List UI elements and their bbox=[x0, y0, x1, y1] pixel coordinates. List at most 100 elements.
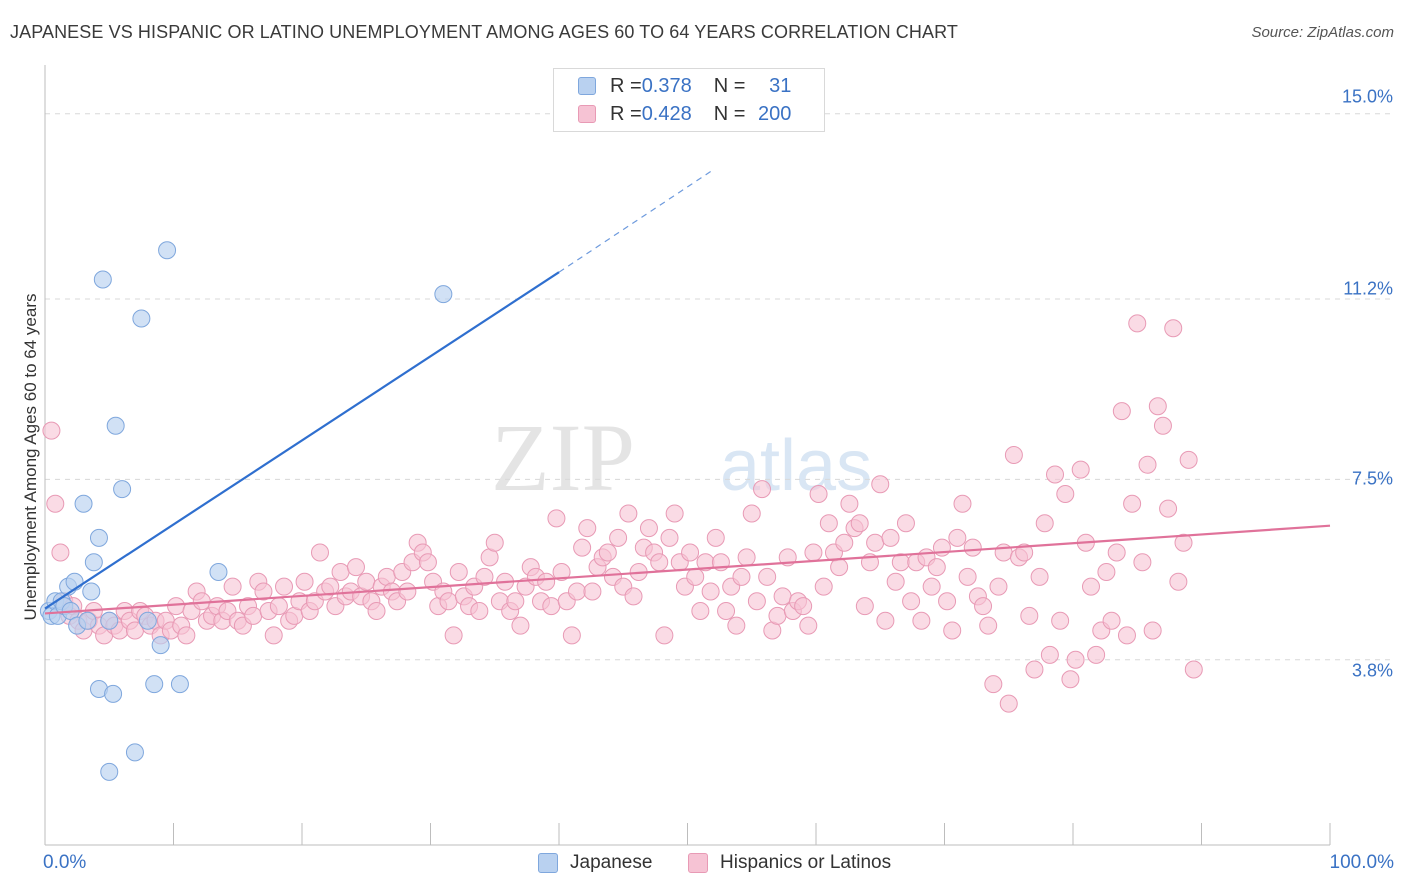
series-legend: Japanese Hispanics or Latinos bbox=[0, 852, 1406, 878]
n-key: N = bbox=[713, 74, 746, 97]
hispanic-point-151 bbox=[814, 577, 833, 596]
hispanic-point-209 bbox=[1112, 402, 1131, 421]
hispanic-point-218 bbox=[1159, 499, 1178, 518]
hispanic-point-103 bbox=[567, 582, 586, 601]
legend-row-hispanic: R = 0.428 N = 200 bbox=[578, 101, 791, 127]
hispanic-point-214 bbox=[1138, 455, 1157, 474]
hispanic-point-114 bbox=[624, 587, 643, 606]
hispanic-point-109 bbox=[598, 543, 617, 562]
hispanic-point-84 bbox=[470, 602, 489, 620]
hispanic-point-173 bbox=[927, 558, 946, 577]
hispanic-point-199 bbox=[1061, 670, 1080, 689]
x-tick-label-max: 100.0% bbox=[1329, 852, 1394, 873]
japanese-point-18 bbox=[113, 480, 132, 499]
japanese-point-15 bbox=[93, 270, 112, 289]
japanese-point-16 bbox=[100, 611, 119, 630]
hispanic-trend-line bbox=[44, 524, 1331, 615]
hispanic-point-25 bbox=[167, 597, 186, 616]
hispanic-point-148 bbox=[799, 616, 818, 635]
hispanic-point-215 bbox=[1143, 621, 1162, 640]
hispanic-point-165 bbox=[886, 572, 905, 591]
hispanic-point-45 bbox=[269, 597, 288, 616]
hispanic-point-155 bbox=[835, 533, 854, 552]
japanese-point-11 bbox=[78, 611, 97, 630]
axes bbox=[44, 65, 1331, 846]
hispanic-point-62 bbox=[357, 572, 376, 591]
hispanic-point-175 bbox=[938, 592, 957, 611]
hispanic-point-201 bbox=[1071, 460, 1090, 479]
hispanic-point-98 bbox=[542, 597, 561, 616]
hispanic-point-191 bbox=[1020, 606, 1039, 625]
hispanic-point-127 bbox=[691, 602, 710, 620]
hispanic-point-161 bbox=[866, 533, 885, 552]
y-tick-label-7-5: 7.5% bbox=[1351, 468, 1393, 489]
hispanic-point-134 bbox=[727, 616, 746, 635]
hispanic-point-70 bbox=[398, 582, 417, 601]
hispanic-point-135 bbox=[732, 567, 751, 586]
hispanic-point-2 bbox=[51, 543, 70, 562]
hispanic-point-100 bbox=[552, 563, 571, 581]
hispanic-point-150 bbox=[809, 485, 828, 503]
hispanic-point-184 bbox=[984, 675, 1003, 694]
japanese-point-8 bbox=[65, 572, 84, 591]
zipatlas-watermark: ZIP atlas bbox=[491, 404, 872, 511]
japanese-point-28 bbox=[104, 684, 123, 703]
hispanic-point-179 bbox=[958, 567, 977, 586]
hispanic-point-211 bbox=[1123, 494, 1142, 513]
hispanic-point-119 bbox=[650, 553, 669, 572]
n-key: N = bbox=[713, 102, 746, 125]
japanese-point-13 bbox=[84, 553, 103, 572]
hispanic-point-210 bbox=[1117, 626, 1136, 645]
r-value: 0.428 bbox=[641, 102, 692, 125]
hispanic-point-120 bbox=[655, 626, 674, 645]
japanese-point-22 bbox=[151, 636, 170, 655]
hispanic-point-190 bbox=[1015, 543, 1034, 562]
hispanic-point-183 bbox=[979, 616, 998, 635]
hispanic-point-80 bbox=[449, 563, 468, 581]
hispanic-point-185 bbox=[989, 577, 1008, 596]
japanese-point-20 bbox=[138, 611, 157, 630]
hispanic-point-46 bbox=[275, 577, 294, 596]
japanese-swatch bbox=[578, 77, 596, 95]
hispanic-point-200 bbox=[1066, 650, 1085, 669]
hispanic-point-164 bbox=[881, 528, 900, 547]
hispanic-point-117 bbox=[639, 519, 658, 538]
hispanic-points bbox=[42, 314, 1203, 713]
hispanic-point-104 bbox=[573, 538, 592, 557]
hispanic-point-212 bbox=[1128, 314, 1147, 333]
chart-title: JAPANESE VS HISPANIC OR LATINO UNEMPLOYM… bbox=[10, 22, 958, 42]
hispanic-point-143 bbox=[773, 587, 792, 606]
hispanic-point-192 bbox=[1025, 660, 1044, 679]
hispanic-point-222 bbox=[1179, 450, 1198, 469]
hispanic-point-178 bbox=[953, 494, 972, 513]
hispanic-point-136 bbox=[737, 548, 756, 567]
hispanic-point-208 bbox=[1107, 543, 1126, 562]
hispanic-point-216 bbox=[1148, 397, 1167, 416]
hispanic-point-142 bbox=[768, 606, 787, 625]
legend-item-japanese: Japanese bbox=[538, 852, 652, 874]
hispanic-point-0 bbox=[42, 421, 61, 440]
legend-item-hispanic: Hispanics or Latinos bbox=[688, 852, 891, 874]
n-value: 31 bbox=[769, 74, 792, 97]
hispanic-point-130 bbox=[706, 528, 725, 547]
hispanic-point-44 bbox=[264, 626, 283, 645]
hispanic-point-137 bbox=[742, 504, 761, 523]
hispanic-point-152 bbox=[819, 514, 838, 533]
x-tick-label-min: 0.0% bbox=[43, 852, 87, 873]
hispanic-point-140 bbox=[758, 567, 777, 586]
hispanic-point-176 bbox=[943, 621, 962, 640]
hispanic-point-97 bbox=[537, 572, 556, 591]
hispanic-point-220 bbox=[1169, 572, 1188, 591]
hispanic-point-53 bbox=[310, 543, 329, 562]
hispanic-point-78 bbox=[439, 592, 458, 611]
hispanic-point-196 bbox=[1046, 465, 1065, 484]
hispanic-point-27 bbox=[177, 626, 196, 645]
japanese-point-10 bbox=[74, 494, 93, 513]
hispanic-point-113 bbox=[619, 504, 638, 523]
hispanic-point-217 bbox=[1153, 416, 1172, 435]
hispanic-point-170 bbox=[912, 611, 931, 630]
hispanic-point-158 bbox=[850, 514, 869, 533]
hispanic-point-182 bbox=[974, 597, 993, 616]
y-tick-label-15: 15.0% bbox=[1341, 86, 1393, 107]
hispanic-point-138 bbox=[747, 592, 766, 611]
